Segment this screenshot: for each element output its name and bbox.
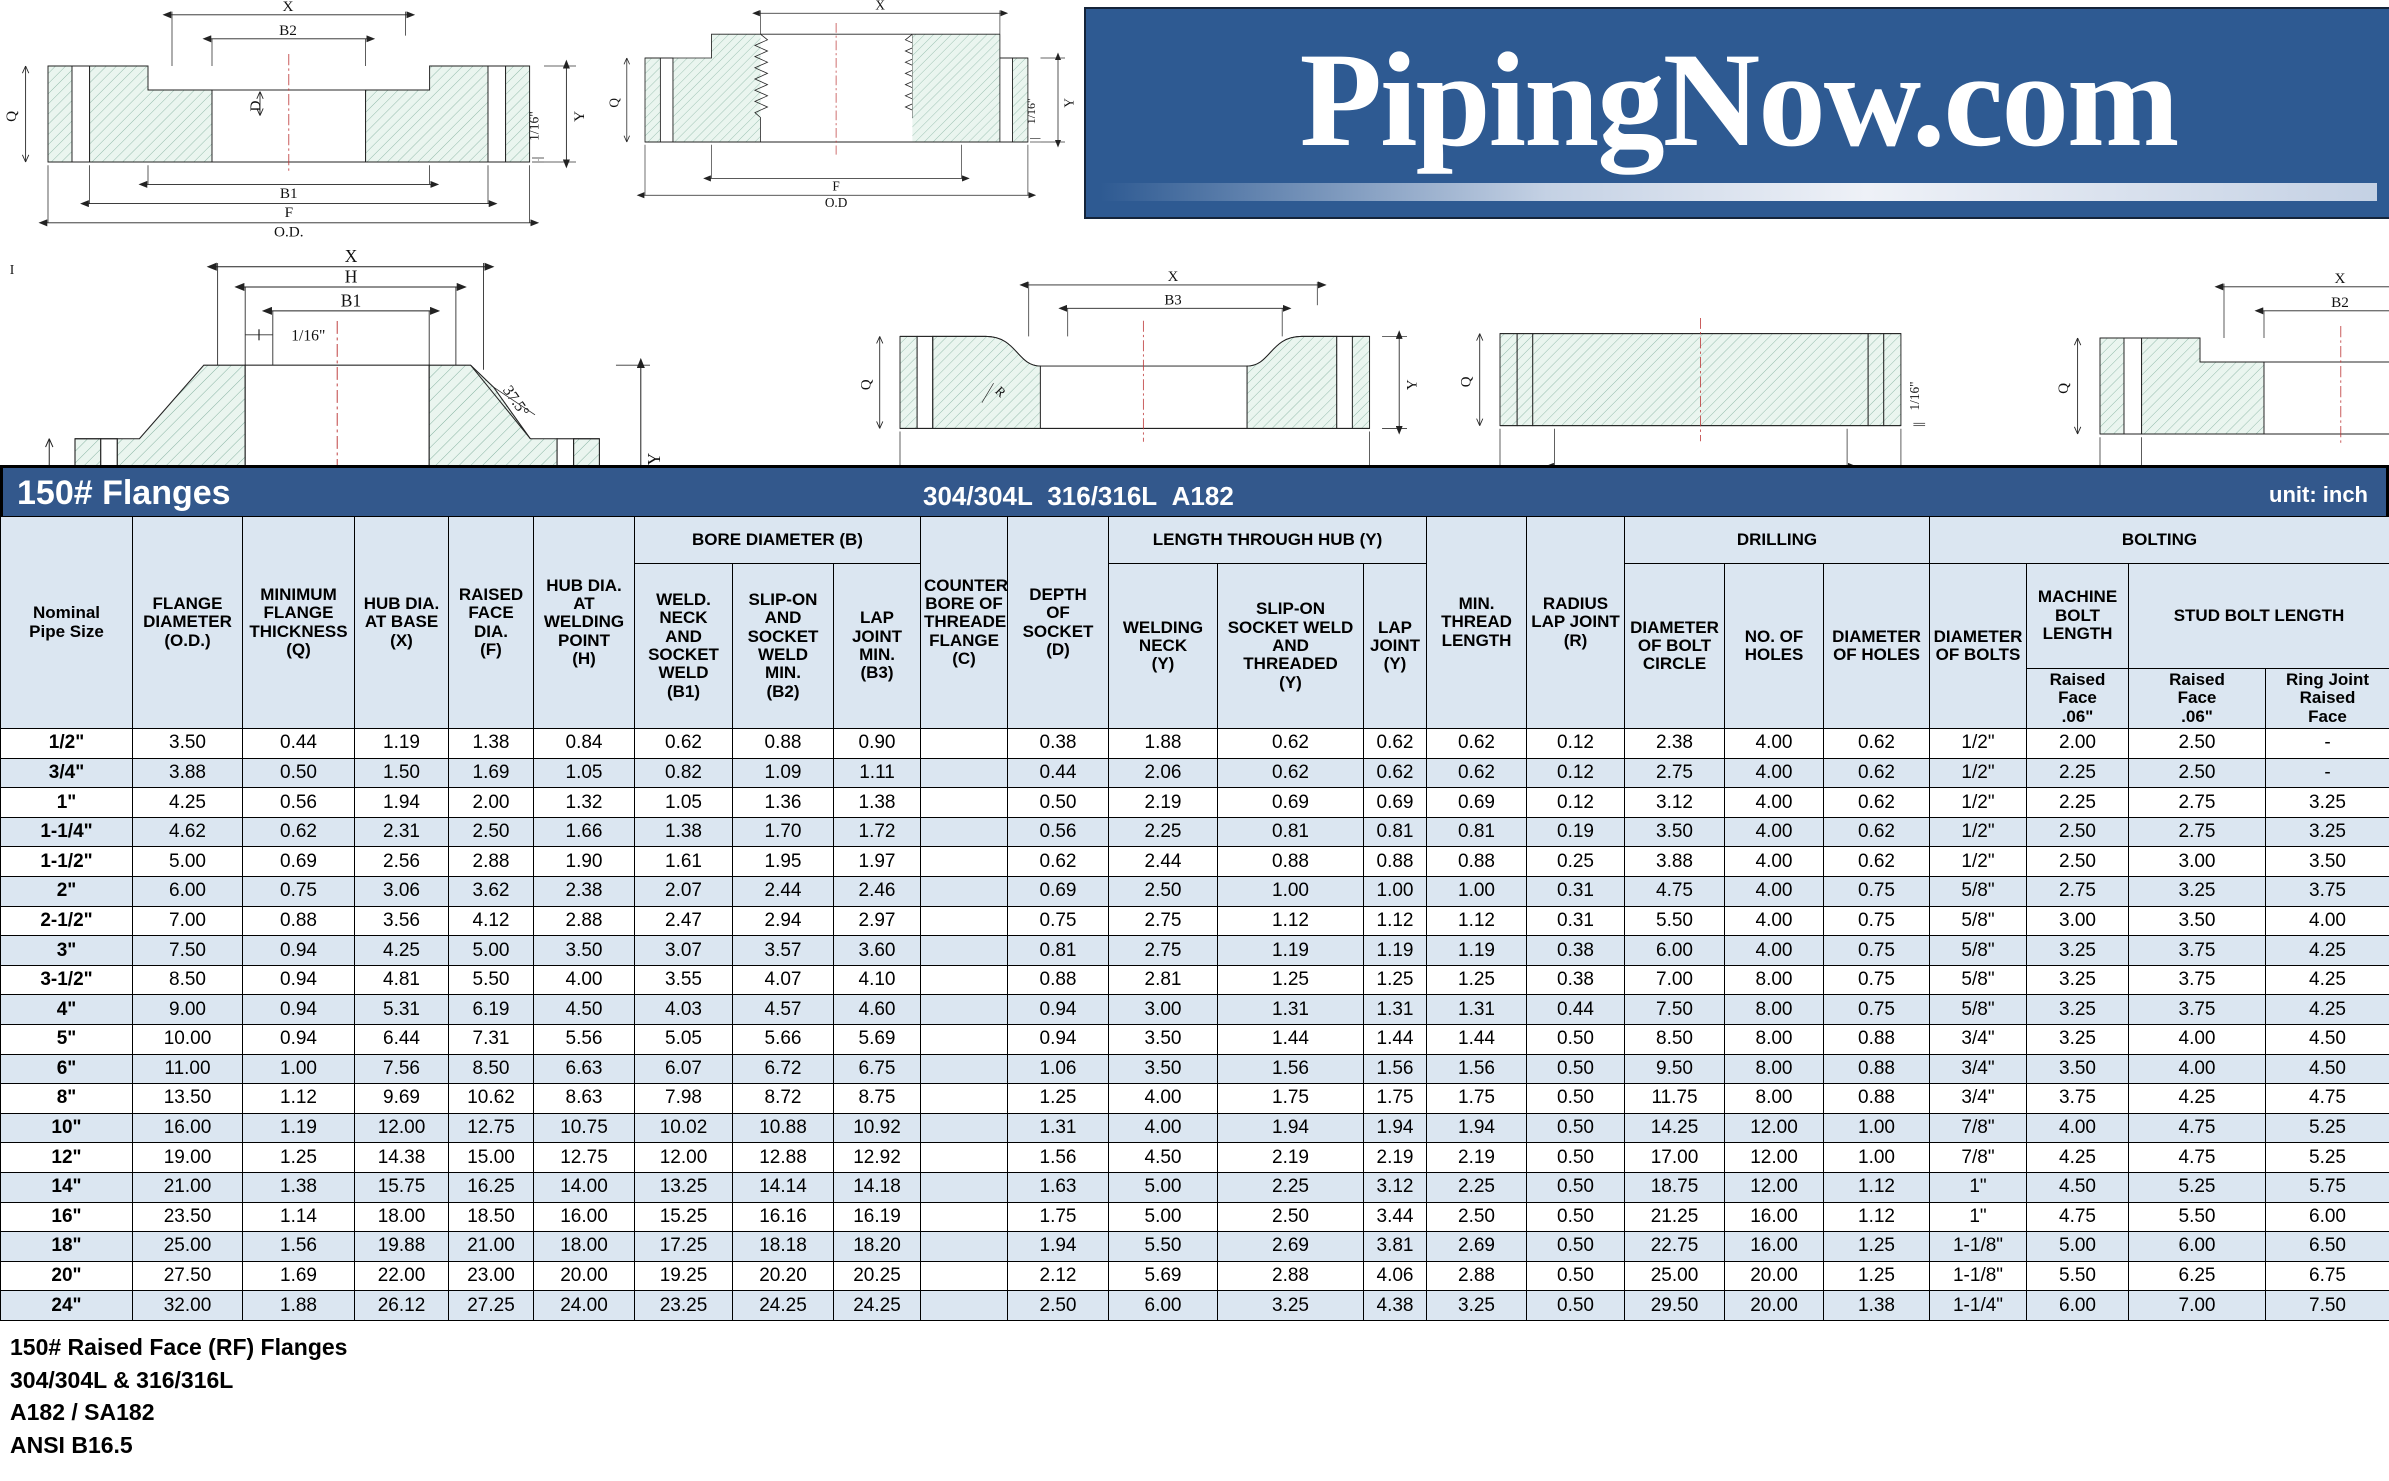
svg-text:X: X (283, 0, 294, 15)
svg-text:O.D: O.D (825, 195, 848, 210)
svg-text:Q: Q (2055, 383, 2072, 394)
svg-text:1/16": 1/16" (1024, 98, 1038, 124)
svg-text:B1: B1 (341, 290, 361, 310)
svg-text:Y: Y (571, 111, 588, 122)
svg-text:O.D.: O.D. (274, 223, 304, 240)
svg-text:B1: B1 (280, 185, 298, 202)
svg-text:Q: Q (3, 111, 20, 122)
svg-text:Y: Y (1404, 379, 1420, 390)
svg-text:1/16": 1/16" (526, 111, 541, 141)
svg-text:X: X (1168, 269, 1179, 285)
svg-text:Q: Q (858, 379, 874, 390)
svg-text:Y: Y (1061, 98, 1076, 108)
svg-text:1/16": 1/16" (1907, 382, 1922, 411)
svg-text:F: F (285, 204, 293, 221)
svg-text:Q: Q (1458, 376, 1474, 387)
svg-text:H: H (345, 266, 358, 286)
svg-text:F: F (832, 178, 839, 193)
svg-text:Y: Y (644, 452, 664, 465)
svg-text:X: X (345, 248, 358, 266)
svg-text:X: X (2335, 270, 2346, 287)
svg-text:B2: B2 (2331, 294, 2349, 311)
svg-text:D: D (247, 100, 264, 111)
svg-text:X: X (875, 0, 885, 13)
svg-text:B2: B2 (279, 22, 297, 39)
svg-text:B3: B3 (1164, 292, 1181, 308)
svg-text:1/16": 1/16" (291, 327, 325, 344)
svg-text:Q: Q (606, 98, 621, 108)
